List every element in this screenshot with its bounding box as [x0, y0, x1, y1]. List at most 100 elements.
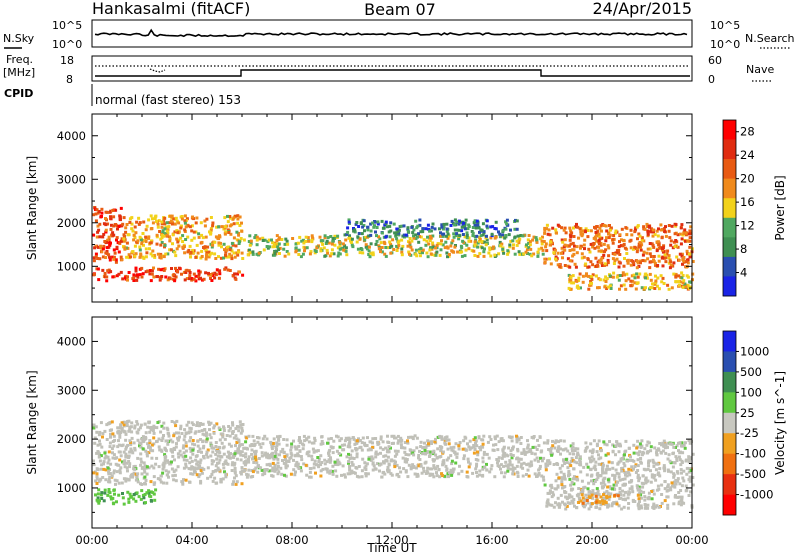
scatter-cell: [162, 268, 166, 272]
scatter-cell: [201, 432, 205, 436]
scatter-cell: [411, 435, 415, 439]
scatter-cell: [497, 252, 501, 256]
scatter-cell: [225, 434, 229, 437]
scatter-cell: [346, 226, 350, 230]
scatter-cell: [247, 468, 251, 472]
scatter-cell: [615, 500, 619, 504]
scatter-cell: [154, 488, 158, 492]
scatter-cell: [117, 272, 121, 276]
scatter-cell: [640, 506, 643, 510]
scatter-cell: [108, 472, 112, 475]
scatter-cell: [587, 481, 591, 485]
scatter-cell: [152, 253, 156, 257]
scatter-cell: [119, 270, 123, 274]
noise-panel: 10^5 10^0 10^5 10^0 N.Sky N.Search: [3, 19, 795, 51]
scatter-cell: [220, 225, 224, 229]
scatter-cell: [660, 236, 664, 240]
scatter-cell: [319, 247, 323, 251]
scatter-cell: [599, 474, 603, 478]
scatter-cell: [621, 271, 625, 275]
scatter-cell: [195, 216, 199, 220]
scatter-cell: [624, 439, 628, 443]
scatter-cell: [476, 254, 480, 258]
scatter-cell: [251, 470, 255, 474]
scatter-cell: [652, 245, 656, 249]
scatter-cell: [630, 465, 634, 469]
scatter-cell: [438, 253, 442, 257]
scatter-cell: [536, 254, 540, 258]
scatter-cell: [120, 426, 124, 430]
scatter-cell: [107, 458, 111, 462]
scatter-cell: [536, 250, 540, 254]
scatter-cell: [630, 274, 634, 278]
scatter-cell: [222, 242, 226, 246]
scatter-cell: [495, 434, 499, 438]
scatter-cell: [261, 473, 265, 477]
scatter-cell: [540, 459, 544, 463]
scatter-cell: [456, 250, 460, 254]
scatter-cell: [430, 467, 434, 471]
scatter-cell: [170, 460, 173, 464]
scatter-cell: [420, 471, 424, 475]
x-tick-label: 00:00: [75, 533, 108, 547]
scatter-cell: [384, 454, 388, 458]
scatter-cell: [217, 241, 221, 245]
scatter-cell: [159, 243, 163, 247]
scatter-cell: [121, 460, 124, 464]
scatter-cell: [134, 266, 138, 270]
scatter-cell: [209, 436, 213, 440]
scatter-cell: [449, 454, 453, 458]
scatter-cell: [549, 262, 553, 266]
scatter-cell: [228, 426, 232, 430]
scatter-cell: [151, 254, 155, 258]
scatter-cell: [650, 473, 654, 477]
scatter-cell: [582, 243, 586, 247]
scatter-cell: [146, 442, 150, 446]
scatter-cell: [636, 488, 640, 492]
scatter-cell: [113, 478, 117, 482]
scatter-cell: [272, 437, 276, 441]
scatter-cell: [612, 483, 616, 487]
scatter-cell: [666, 506, 670, 510]
scatter-cell: [603, 262, 607, 266]
scatter-cell: [637, 502, 640, 506]
scatter-cell: [639, 504, 643, 508]
scatter-cell: [99, 477, 103, 481]
scatter-cell: [232, 251, 236, 255]
scatter-cell: [543, 226, 547, 230]
scatter-cell: [614, 453, 617, 457]
scatter-cell: [443, 246, 447, 250]
scatter-cell: [283, 473, 286, 477]
scatter-cell: [121, 492, 124, 495]
scatter-cell: [515, 239, 519, 243]
scatter-cell: [682, 469, 686, 473]
scatter-cell: [223, 267, 227, 271]
scatter-cell: [664, 443, 668, 447]
scatter-cell: [564, 507, 568, 511]
scatter-cell: [599, 224, 603, 228]
scatter-cell: [217, 468, 221, 472]
scatter-cell: [422, 469, 426, 473]
scatter-cell: [506, 252, 510, 256]
scatter-cell: [226, 228, 230, 232]
scatter-cell: [460, 254, 464, 258]
scatter-cell: [213, 424, 217, 428]
scatter-cell: [679, 242, 683, 246]
scatter-cell: [182, 466, 186, 470]
scatter-cell: [460, 246, 464, 250]
scatter-cell: [397, 233, 401, 237]
scatter-cell: [451, 250, 455, 254]
scatter-cell: [312, 450, 316, 454]
scatter-cell: [688, 475, 692, 479]
scatter-cell: [331, 451, 335, 455]
frequency-step-line: [95, 69, 690, 77]
scatter-cell: [348, 472, 352, 476]
scatter-cell: [177, 244, 181, 248]
scatter-cell: [661, 276, 665, 280]
scatter-cell: [685, 249, 689, 253]
scatter-cell: [430, 473, 433, 477]
scatter-band: [94, 488, 158, 506]
scatter-cell: [466, 475, 470, 479]
scatter-cell: [152, 482, 156, 486]
scatter-cell: [323, 254, 327, 258]
